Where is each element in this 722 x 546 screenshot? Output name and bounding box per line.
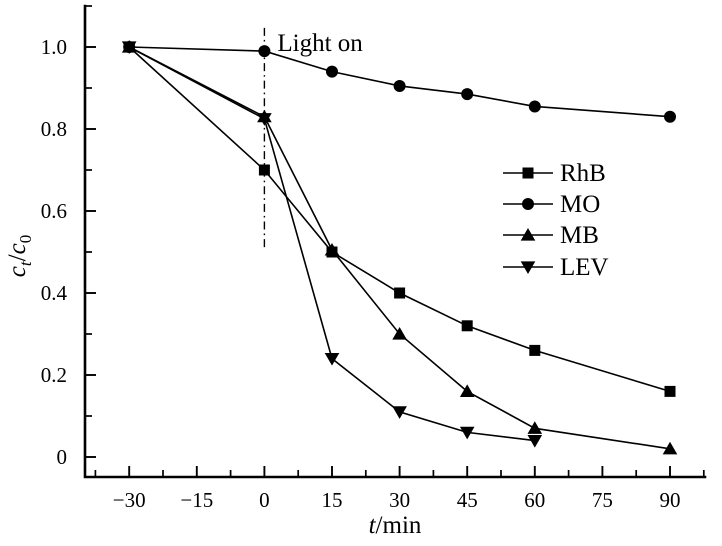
- y-tick-label: 0.4: [41, 281, 68, 305]
- x-axis-label: t/min: [369, 512, 422, 540]
- series-MB-marker: [662, 441, 678, 455]
- x-tick-label: 45: [457, 488, 478, 512]
- y-label-slash: /: [4, 254, 31, 262]
- y-tick-label: 0: [57, 445, 68, 469]
- x-label-unit: /min: [375, 512, 422, 539]
- x-tick-label: 75: [592, 488, 613, 512]
- x-tick-label: 0: [259, 488, 270, 512]
- y-label-var2: c: [4, 243, 31, 255]
- y-tick-label: 0.8: [41, 117, 67, 141]
- series-LEV-marker: [257, 113, 272, 126]
- series-MB-marker: [459, 384, 475, 397]
- series-MO-marker: [664, 110, 677, 123]
- x-tick-label: −30: [113, 488, 146, 512]
- series-MO-marker: [461, 88, 474, 101]
- series-RhB-marker: [529, 344, 541, 356]
- series-MO-marker: [528, 100, 541, 113]
- series-RhB-marker: [461, 320, 473, 332]
- legend-MO-marker: [522, 198, 534, 210]
- axes-spines: [83, 4, 707, 479]
- series-RhB-marker: [258, 164, 270, 176]
- series-MO-marker: [326, 65, 339, 78]
- y-tick-label: 1.0: [41, 35, 67, 59]
- series-RhB-line: [128, 46, 671, 393]
- series-RhB-marker: [394, 287, 406, 299]
- legend-RhB-label: RhB: [560, 160, 606, 187]
- series-MO-marker: [393, 79, 406, 92]
- series-LEV-marker: [324, 353, 340, 366]
- x-tick-label: 15: [322, 488, 343, 512]
- legend-RhB-marker: [522, 167, 534, 179]
- series-LEV-marker: [459, 426, 475, 440]
- x-label-var: t: [368, 512, 376, 539]
- series-LEV-marker: [121, 41, 137, 54]
- series-MO-marker: [258, 45, 271, 58]
- y-label-sub1: t: [16, 261, 35, 267]
- y-axis-label: ct/c0: [4, 235, 36, 277]
- y-label-sub2: 0: [16, 234, 35, 244]
- series-LEV-marker: [527, 435, 543, 448]
- y-tick-label: 0.2: [41, 363, 67, 387]
- series-MB-marker: [392, 327, 407, 340]
- light-on-label: Light on: [277, 30, 363, 57]
- series-LEV-line: [128, 46, 535, 442]
- legend-MB-label: MB: [560, 222, 599, 249]
- x-tick-label: 90: [660, 488, 681, 512]
- x-tick-label: 30: [389, 488, 410, 512]
- legend-MB-marker: [520, 228, 536, 241]
- x-tick-label: −15: [180, 488, 213, 512]
- series-LEV-marker: [392, 406, 407, 419]
- series-RhB-marker: [664, 385, 676, 397]
- y-label-var1: c: [4, 266, 31, 278]
- legend-LEV-marker: [520, 261, 536, 274]
- x-tick-label: 60: [524, 488, 545, 512]
- legend-LEV-label: LEV: [560, 254, 609, 281]
- series-MB-marker: [324, 242, 340, 256]
- series-MB-marker: [527, 421, 543, 434]
- legend-MO-label: MO: [560, 191, 600, 218]
- y-tick-label: 0.6: [41, 199, 67, 223]
